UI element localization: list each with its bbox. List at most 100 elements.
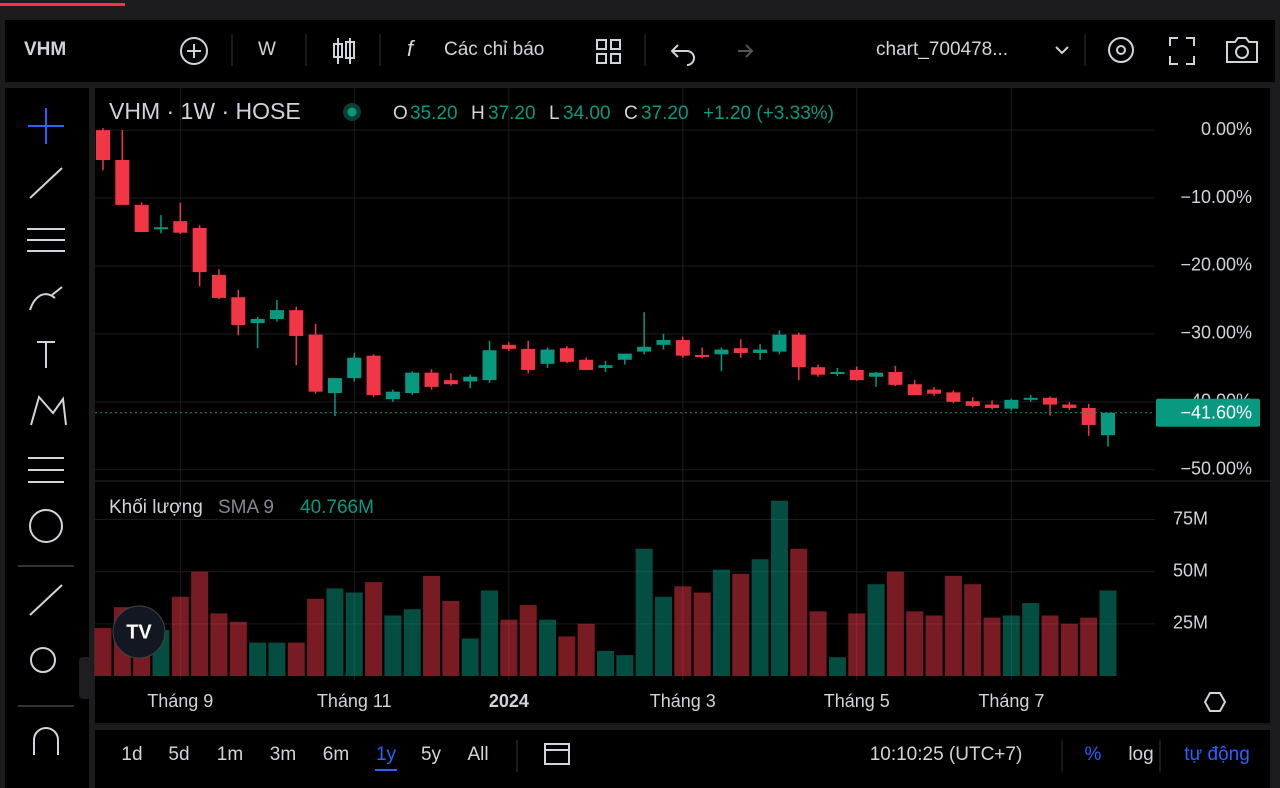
volume-bar [307,598,325,676]
range-button[interactable]: 6m [323,744,349,765]
auto-toggle[interactable]: tự động [1184,744,1250,765]
volume-bar [616,655,634,676]
candle-body [598,365,613,368]
volume-bar [925,615,943,676]
candle-body [965,401,980,406]
candle-body [656,340,671,345]
fib[interactable] [27,228,65,252]
y-tick-label: −10.00% [1180,187,1252,207]
candle-body [173,221,188,233]
settings[interactable] [1108,37,1134,63]
volume-bar [481,590,499,676]
last-price-label: −41.60% [1180,402,1252,422]
fx-icon[interactable]: f [407,36,416,61]
bottom-items: 10:10:25 (UTC+7) % log tự động 1d 5d 1m 3m 6… [121,740,1250,772]
candle-body [772,334,787,352]
candle-body [579,359,594,370]
volume-bar [171,596,189,676]
y-tick-label: −20.00% [1180,255,1252,275]
undo[interactable] [670,44,695,66]
candle-body [791,334,806,368]
lens [1235,45,1249,59]
candle-body [347,357,362,379]
x-tick-label: Tháng 5 [824,691,890,711]
volume-bar [519,605,537,676]
text-tool[interactable] [37,341,55,368]
volume-bar [423,575,441,676]
volume-indicator-value: 40.766M [300,497,374,518]
legend-title: VHM · 1W · HOSE [109,98,301,124]
templates[interactable] [596,39,621,64]
ruler[interactable] [29,584,63,616]
candle-body [327,378,342,394]
volume-bar [1041,615,1059,676]
redo[interactable] [738,44,754,58]
percent-toggle[interactable]: % [1085,744,1102,765]
magnet[interactable] [33,727,59,755]
candle-body [1101,412,1115,436]
volume-tick-label: 50M [1173,560,1208,580]
volume-bar [770,500,788,676]
trend-line[interactable] [29,167,63,199]
add-symbol[interactable] [180,37,208,65]
candle-body [907,384,922,396]
brush[interactable] [29,286,63,311]
candle-body [463,376,478,382]
chevron[interactable] [1055,46,1069,55]
collapse-toggle[interactable] [79,657,93,699]
date-range[interactable] [544,743,570,765]
range-button[interactable]: 5d [168,744,189,765]
volume-bar [365,582,383,676]
symbol[interactable]: VHM [24,39,66,60]
emoji[interactable] [29,509,63,543]
volume-bar [384,615,402,676]
legend-c: 37.20 [641,103,689,124]
range-button[interactable]: 5y [421,744,442,765]
layout-name[interactable]: chart_700478... [876,39,1008,60]
interval[interactable]: W [258,39,276,60]
candle-body [946,392,961,402]
last-price-box [1156,398,1260,427]
chart: 0.00%−10.00%−20.00%−30.00%−40.00%−50.00%… [94,88,1270,725]
chart-type[interactable] [333,38,355,64]
volume-bar [674,586,692,676]
legend-c-label: C [624,103,638,124]
top-items: VHM W f Các chỉ báo chart_700478... [24,34,1258,66]
candle-body [811,367,826,375]
candle-body [1081,407,1096,425]
range-button[interactable]: 3m [270,744,296,765]
range-button[interactable]: All [467,744,488,765]
zoom[interactable] [30,647,56,673]
snapshot[interactable] [1226,37,1258,63]
volume-bar [983,617,1001,676]
candle-body [96,130,110,161]
fullscreen[interactable] [1169,37,1195,65]
volume-bar [1002,615,1020,676]
volume-bar [751,559,769,676]
candle-body [888,371,903,385]
plus [187,44,201,58]
range-button[interactable]: 1m [217,744,243,765]
forecast[interactable] [28,457,64,483]
candle-body [366,355,381,396]
tv-logo [112,605,166,659]
volume-bar [442,600,460,676]
tv-logo-mark: TV [126,621,152,643]
indicators[interactable]: Các chỉ báo [444,39,544,60]
range-button[interactable]: 1d [121,744,142,765]
axis-settings[interactable] [1203,692,1227,712]
volume-tick-label: 75M [1173,508,1208,528]
pattern[interactable] [30,394,67,426]
log-toggle[interactable]: log [1128,744,1153,765]
range-button[interactable]: 1y [376,744,397,765]
x-tick-label: Tháng 11 [317,691,392,711]
crosshair[interactable] [28,108,64,144]
volume-bar [1022,602,1040,676]
candle-body [1043,397,1058,405]
volume-bar [326,588,344,676]
x-tick-label: 2024 [489,691,529,711]
candle-body [250,318,265,324]
candle-body [289,310,304,336]
volume-bar [654,596,672,676]
x-tick-label: Tháng 7 [978,691,1044,711]
